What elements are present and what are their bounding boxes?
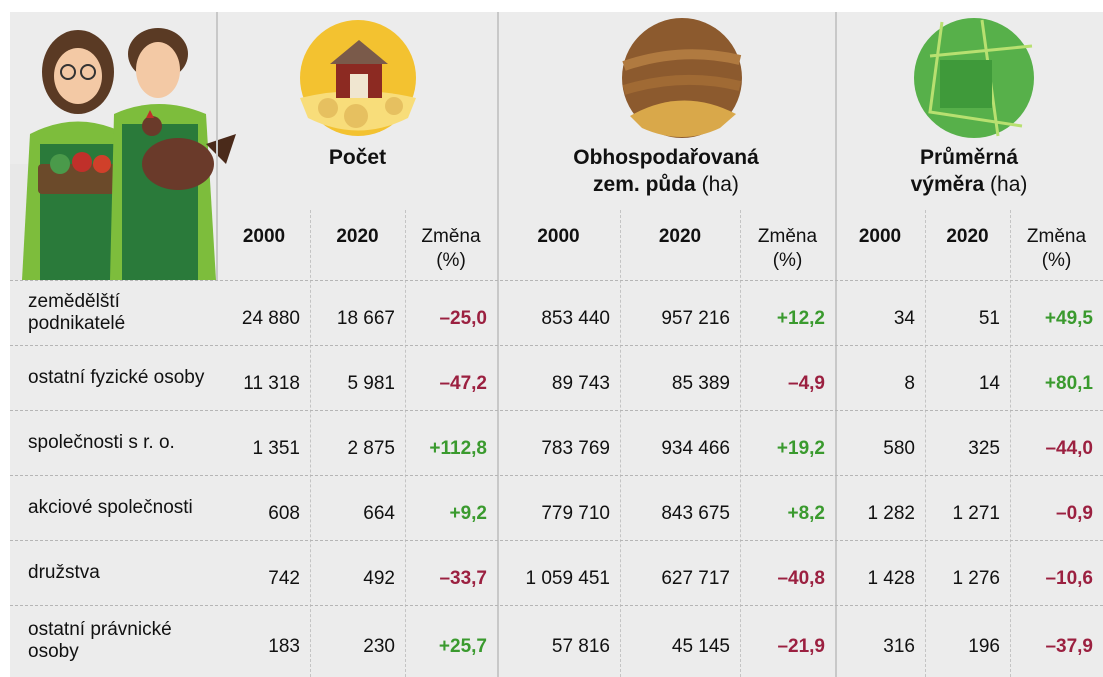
cell-value: 8 bbox=[904, 372, 915, 394]
row-divider bbox=[10, 280, 1103, 281]
cell-value: +12,2 bbox=[776, 307, 825, 329]
cell-value: 34 bbox=[893, 307, 915, 329]
cell-value: –40,8 bbox=[777, 567, 825, 589]
cell-value: 934 466 bbox=[661, 437, 730, 459]
group-unit: (ha) bbox=[990, 173, 1028, 196]
column-header: Změna (%) bbox=[421, 226, 481, 271]
cell-value: –37,9 bbox=[1045, 636, 1093, 657]
column-divider bbox=[405, 210, 406, 677]
cell-value: 57 816 bbox=[551, 636, 610, 657]
field-icon bbox=[622, 18, 742, 138]
row-divider bbox=[10, 540, 1103, 541]
cell-value: 783 769 bbox=[541, 437, 610, 459]
cell-value: 1 276 bbox=[952, 567, 1000, 589]
cell-value: –4,9 bbox=[788, 372, 825, 394]
cell-value: 664 bbox=[363, 502, 395, 524]
cell-value: 580 bbox=[883, 437, 915, 459]
column-divider bbox=[740, 210, 741, 677]
cell-value: 18 667 bbox=[336, 307, 395, 329]
cell-value: 51 bbox=[978, 307, 1000, 329]
group-title: Počet bbox=[258, 144, 458, 204]
row-divider bbox=[10, 605, 1103, 606]
cell-value: 853 440 bbox=[541, 307, 610, 329]
group-title: Průměrná výměra (ha) bbox=[889, 144, 1049, 204]
group-title-text: Počet bbox=[328, 146, 387, 169]
cell-value: +112,8 bbox=[429, 437, 487, 459]
group-unit: (ha) bbox=[701, 173, 739, 196]
cell-value: 325 bbox=[968, 437, 1000, 459]
cell-value: +9,2 bbox=[449, 502, 487, 524]
column-header: 2020 bbox=[946, 226, 989, 247]
column-header: 2020 bbox=[658, 226, 702, 247]
column-divider bbox=[310, 210, 311, 677]
cell-value: –25,0 bbox=[439, 307, 487, 329]
cell-value: 24 880 bbox=[241, 307, 300, 329]
row-label: ostatní fyzické osoby bbox=[28, 366, 205, 388]
cell-value: 1 282 bbox=[867, 502, 915, 524]
parcel-icon bbox=[914, 18, 1034, 138]
cell-value: 5 981 bbox=[347, 372, 395, 394]
row-label: družstva bbox=[28, 561, 100, 583]
cell-value: 627 717 bbox=[661, 567, 730, 589]
cell-value: +80,1 bbox=[1044, 372, 1093, 394]
cell-value: 843 675 bbox=[661, 502, 730, 524]
group-title-text: Obhospodařovaná zem. půda bbox=[573, 146, 759, 196]
column-divider bbox=[925, 210, 926, 677]
group-title-text: Průměrná výměra bbox=[910, 146, 1019, 196]
column-divider bbox=[620, 210, 621, 677]
cell-value: 957 216 bbox=[661, 307, 730, 329]
cell-value: 2 875 bbox=[347, 437, 395, 459]
cell-value: 1 271 bbox=[952, 502, 1000, 524]
cell-value: 1 351 bbox=[252, 437, 300, 459]
cell-value: 11 318 bbox=[243, 372, 300, 394]
cell-value: 779 710 bbox=[541, 502, 610, 524]
cell-value: 14 bbox=[978, 372, 1000, 394]
column-header: 2000 bbox=[537, 226, 580, 247]
cell-value: +8,2 bbox=[787, 502, 825, 524]
cell-value: 1 428 bbox=[867, 567, 915, 589]
farmers-illustration bbox=[10, 28, 236, 280]
cell-value: 742 bbox=[268, 567, 300, 589]
row-divider bbox=[10, 345, 1103, 346]
row-label: zemědělští podnikatelé bbox=[28, 290, 126, 334]
cell-value: 1 059 451 bbox=[525, 567, 610, 589]
column-divider bbox=[1010, 210, 1011, 677]
row-label: ostatní právnické osoby bbox=[28, 619, 172, 662]
row-label: společnosti s r. o. bbox=[28, 431, 175, 453]
cell-value: –10,6 bbox=[1045, 567, 1093, 589]
column-header: 2020 bbox=[336, 226, 379, 247]
barn-icon bbox=[300, 20, 416, 136]
cell-value: 45 145 bbox=[671, 636, 730, 657]
cell-value: –0,9 bbox=[1056, 502, 1093, 524]
cell-value: +25,7 bbox=[438, 636, 487, 657]
cell-value: 608 bbox=[268, 502, 300, 524]
cell-value: –44,0 bbox=[1045, 437, 1093, 459]
cell-value: –33,7 bbox=[439, 567, 487, 589]
column-header: Změna (%) bbox=[1026, 226, 1087, 271]
cell-value: 183 bbox=[268, 636, 300, 657]
cell-value: 196 bbox=[968, 636, 1000, 657]
row-divider bbox=[10, 475, 1103, 476]
group-divider bbox=[497, 12, 499, 677]
row-divider bbox=[10, 410, 1103, 411]
cell-value: –47,2 bbox=[439, 372, 487, 394]
cell-value: 492 bbox=[363, 567, 395, 589]
row-label: akciové společnosti bbox=[28, 496, 193, 518]
group-title: Obhospodařovaná zem. půda (ha) bbox=[551, 144, 781, 204]
column-header: Změna (%) bbox=[757, 226, 818, 271]
group-divider bbox=[216, 12, 218, 280]
group-divider bbox=[835, 12, 837, 677]
column-header: 2000 bbox=[858, 226, 902, 247]
cell-value: 89 743 bbox=[551, 372, 610, 394]
cell-value: –21,9 bbox=[777, 636, 825, 657]
cell-value: 316 bbox=[883, 636, 915, 657]
cell-value: 85 389 bbox=[671, 372, 730, 394]
column-header: 2000 bbox=[242, 226, 286, 247]
cell-value: +19,2 bbox=[776, 437, 825, 459]
cell-value: 230 bbox=[363, 636, 395, 657]
cell-value: +49,5 bbox=[1044, 307, 1093, 329]
